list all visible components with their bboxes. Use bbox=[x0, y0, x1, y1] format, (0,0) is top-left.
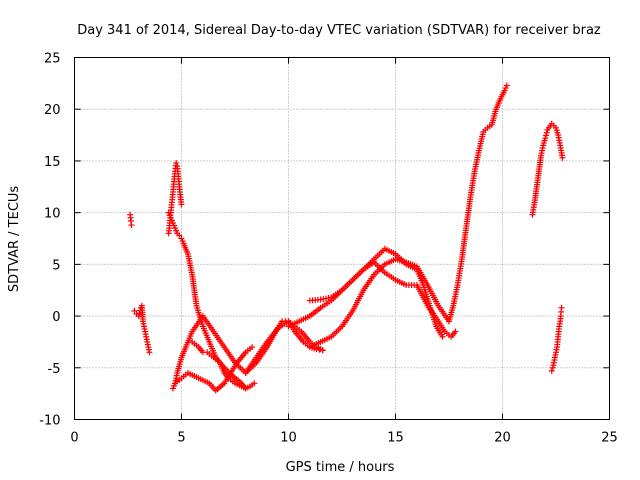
y-tick-label: 5 bbox=[52, 258, 60, 273]
series-arc-13 bbox=[529, 120, 566, 218]
x-tick-label: 25 bbox=[601, 431, 618, 446]
x-tick-label: 10 bbox=[280, 431, 297, 446]
data-point bbox=[135, 313, 142, 320]
grid bbox=[74, 57, 610, 420]
data-point bbox=[503, 82, 510, 89]
x-tick-label: 20 bbox=[494, 431, 511, 446]
data-point bbox=[136, 310, 143, 317]
x-axis-title: GPS time / hours bbox=[286, 460, 395, 475]
series-arc-14 bbox=[548, 304, 565, 374]
data-point bbox=[128, 222, 135, 229]
series-arc-1 bbox=[127, 211, 135, 229]
data-point bbox=[542, 135, 549, 142]
data-point bbox=[452, 328, 459, 335]
chart-title: Day 341 of 2014, Sidereal Day-to-day VTE… bbox=[77, 23, 601, 38]
y-tick-label: 0 bbox=[52, 310, 60, 325]
data-point bbox=[543, 129, 550, 136]
y-axis-title: SDTVAR / TECUs bbox=[7, 186, 22, 293]
series-arc-3 bbox=[165, 159, 185, 237]
x-tick-label: 5 bbox=[177, 431, 185, 446]
data-point bbox=[131, 307, 138, 314]
data-point bbox=[251, 380, 258, 387]
x-tick-labels: 0 5 10 15 20 25 bbox=[70, 431, 617, 446]
y-tick-labels: -10 -5 0 5 10 15 20 25 bbox=[39, 52, 60, 429]
data-point bbox=[559, 154, 566, 161]
y-tick-label: 15 bbox=[44, 155, 61, 170]
x-tick-label: 15 bbox=[387, 431, 404, 446]
plot-frame bbox=[74, 57, 610, 420]
data-points bbox=[127, 82, 566, 394]
axis-ticks bbox=[74, 57, 610, 420]
y-tick-label: 10 bbox=[44, 207, 61, 222]
series-arc-11 bbox=[306, 256, 452, 351]
series-arc-12 bbox=[446, 82, 510, 325]
data-point bbox=[173, 159, 180, 166]
series-arc-7 bbox=[189, 338, 258, 392]
y-tick-label: -10 bbox=[39, 414, 60, 429]
data-point bbox=[178, 201, 185, 208]
x-tick-label: 0 bbox=[70, 431, 78, 446]
series-arc-2 bbox=[131, 302, 153, 356]
series-arc-6 bbox=[172, 344, 256, 394]
data-point bbox=[558, 304, 565, 311]
data-point bbox=[439, 333, 446, 340]
data-point bbox=[249, 344, 256, 351]
data-point bbox=[176, 232, 183, 239]
data-point bbox=[543, 132, 550, 139]
y-tick-label: -5 bbox=[48, 362, 61, 377]
series-arc-10 bbox=[306, 245, 446, 340]
y-tick-label: 25 bbox=[44, 52, 61, 67]
data-point bbox=[548, 367, 555, 374]
data-point bbox=[146, 349, 153, 356]
data-point bbox=[319, 347, 326, 354]
y-tick-label: 20 bbox=[44, 103, 61, 118]
